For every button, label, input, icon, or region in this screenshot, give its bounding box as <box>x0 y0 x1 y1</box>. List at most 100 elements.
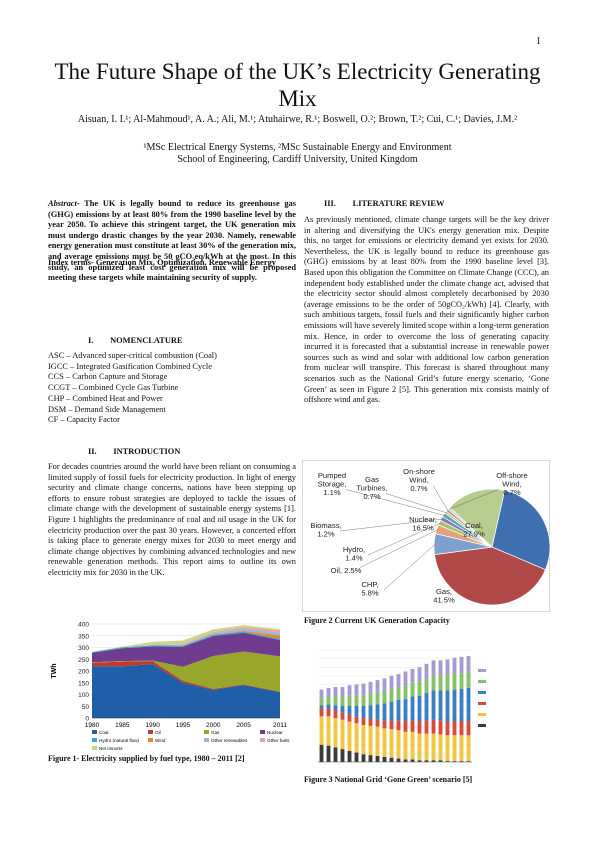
bar-segment <box>410 720 415 732</box>
index-terms: Index terms- Generation Mix, Optimizatio… <box>48 258 276 267</box>
pie-data-label: Oil, 2.5% <box>331 566 362 575</box>
bar-segment <box>403 699 408 722</box>
bar-segment <box>438 760 443 762</box>
pie-data-label: Nuclear, 16.5% <box>409 515 437 533</box>
legend-label: Nuclear <box>267 730 283 735</box>
legend-swatch <box>478 691 486 694</box>
bar-segment <box>452 689 457 722</box>
bar-segment <box>361 754 366 762</box>
nomenclature-item: IGCC – Integrated Gasification Combined … <box>48 361 212 371</box>
bar-segment <box>466 656 471 673</box>
affiliations: ¹MSc Electrical Energy Systems, ²MSc Sus… <box>60 142 535 166</box>
nomenclature-list: ASC – Advanced super-critical combustion… <box>48 351 296 426</box>
bar-segment <box>396 758 401 762</box>
bar-segment <box>445 690 450 722</box>
bar-segment <box>340 706 345 713</box>
bar-segment <box>424 760 429 762</box>
y-tick-label: 150 <box>78 680 89 687</box>
bar-segment <box>368 725 373 756</box>
figure-3-stacked-bar-chart <box>318 649 486 763</box>
bar-segment <box>333 747 338 762</box>
figure-1-caption: Figure 1- Electricity supplied by fuel t… <box>48 754 245 763</box>
bar-segment <box>438 675 443 691</box>
bar-segment <box>424 733 429 761</box>
bar-segment <box>396 687 401 700</box>
bar-segment <box>424 678 429 694</box>
bar-segment <box>431 660 436 676</box>
legend-label: Other renewables <box>211 738 248 743</box>
bar-segment <box>326 704 331 709</box>
bar-segment <box>431 733 436 761</box>
area-series-nuclear <box>92 632 280 667</box>
bar-segment <box>452 735 457 762</box>
bar-segment <box>396 699 401 721</box>
pie-data-label: Coal, 27.9% <box>463 521 485 539</box>
bar-segment <box>375 726 380 756</box>
bar-segment <box>347 721 352 751</box>
bar-segment <box>375 680 380 693</box>
area-series-other-fuels <box>92 627 280 652</box>
bar-segment <box>396 730 401 759</box>
bar-segment <box>417 681 422 696</box>
y-axis-label: TWh <box>51 663 58 678</box>
bar-segment <box>466 761 471 762</box>
pie-data-label: Gas, 41.5% <box>433 587 455 605</box>
figure-1-area-chart: 0 50 100 150 200 250 300 350 400 TWh 1980 1985 1990 1… <box>51 622 290 750</box>
bar-segment <box>452 761 457 762</box>
y-tick-label: 0 <box>85 716 89 723</box>
bar-segment <box>368 681 373 694</box>
bar-segment <box>410 696 415 721</box>
bar-segment <box>340 687 345 697</box>
bar-segment <box>445 735 450 762</box>
bar-segment <box>466 735 471 762</box>
abstract-label: Abstract- <box>48 199 80 208</box>
bar-segment <box>431 719 436 734</box>
affiliation-school: School of Engineering, Cardiff Universit… <box>177 154 418 165</box>
bar-segment <box>375 755 380 762</box>
bar-segment <box>319 698 324 706</box>
bar-segment <box>424 663 429 679</box>
bar-segment <box>389 757 394 762</box>
bar-segment <box>452 674 457 690</box>
abstract-text: The UK is legally bound to reduce its gr… <box>48 199 296 283</box>
bar-segment <box>375 719 380 727</box>
legend-label: Gas <box>211 730 220 735</box>
x-tick-label: 2005 <box>236 722 251 729</box>
leader-line <box>385 493 447 514</box>
bar-segment <box>347 706 352 715</box>
bar-segment <box>368 718 373 726</box>
nomenclature-item: CF – Capacity Factor <box>48 415 120 425</box>
bar-segment <box>417 695 422 722</box>
bar-segment <box>340 696 345 706</box>
figure-2-caption: Figure 2 Current UK Generation Capacity <box>304 616 450 625</box>
bar-segment <box>389 720 394 730</box>
leader-line <box>432 485 449 512</box>
legend-label: Hydro (natural flow) <box>99 738 140 743</box>
legend-swatch <box>92 738 97 742</box>
bar-segment <box>389 729 394 758</box>
legend-label: Oil <box>155 730 161 735</box>
y-tick-label: 300 <box>78 645 89 652</box>
leader-line <box>359 529 438 568</box>
x-tick-label: 1990 <box>145 722 160 729</box>
bar-segment <box>382 703 387 721</box>
figure-3-caption: Figure 3 National Grid ‘Gone Green’ scen… <box>304 775 473 784</box>
bar-segment <box>333 696 338 706</box>
bar-segment <box>445 761 450 762</box>
bar-segment <box>452 721 457 736</box>
bar-segment <box>354 706 359 717</box>
pie-data-label: Hydro, 1.4% <box>343 545 365 563</box>
bar-segment <box>347 714 352 722</box>
bar-segment <box>333 710 338 719</box>
bar-segment <box>445 659 450 675</box>
area-series-net-imports <box>92 625 280 652</box>
area-series-oil <box>92 661 280 693</box>
abstract: Abstract- The UK is legally bound to red… <box>48 199 296 284</box>
bar-segment <box>431 760 436 762</box>
x-tick-label: 2011 <box>273 722 287 729</box>
pie-data-label: Biomass, 1.2% <box>310 521 341 539</box>
bar-segment <box>459 656 464 674</box>
bar-segment <box>424 693 429 721</box>
bar-segment <box>382 678 387 691</box>
bar-segment <box>424 720 429 734</box>
